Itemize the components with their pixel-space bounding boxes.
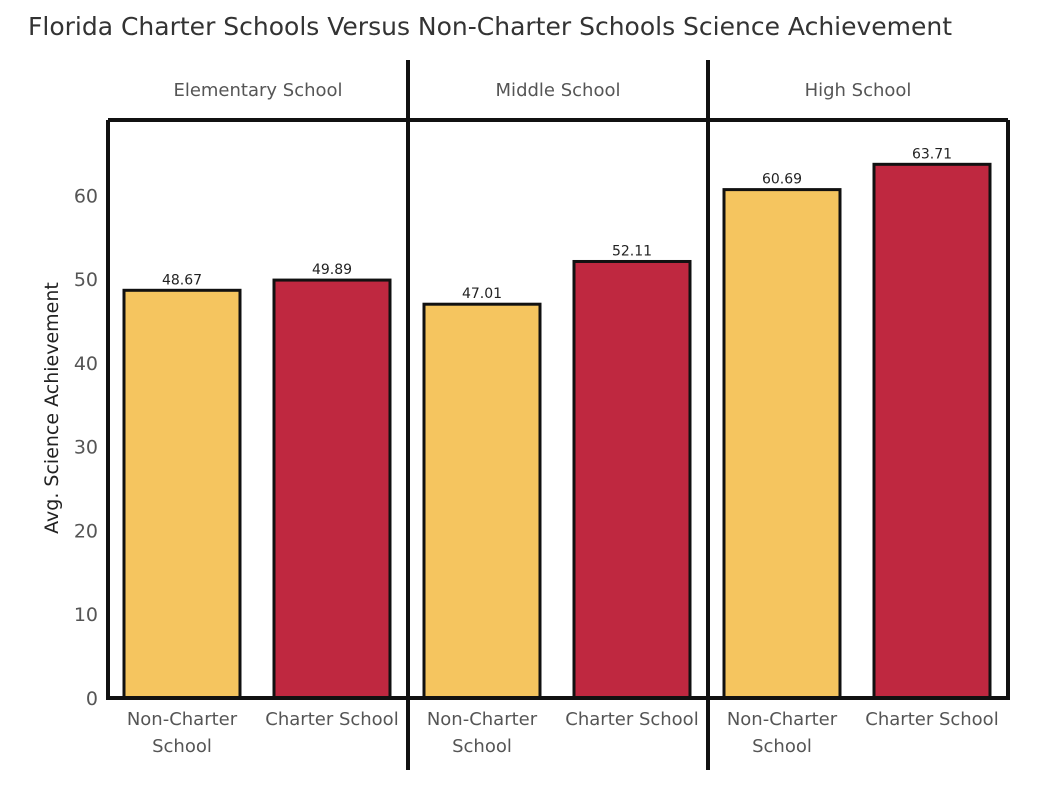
category-label: Non-Charter School [427, 709, 538, 757]
panel-header: High School [805, 80, 912, 101]
bars [122, 162, 992, 700]
y-axis-label: Avg. Science Achievement [41, 282, 63, 534]
plot-frame [106, 60, 1010, 770]
bar [722, 188, 842, 700]
bar [122, 288, 242, 700]
y-tick-label: 10 [74, 604, 98, 626]
data-label: 52.11 [612, 243, 652, 259]
y-tick-labels: 0 10 20 30 40 50 60 [74, 185, 98, 710]
category-label: Charter School [265, 709, 398, 730]
panel-headers: Elementary School Middle School High Schoo… [173, 80, 911, 101]
category-label: Non-Charter School [127, 709, 238, 757]
category-labels: Non-Charter School Charter School Non-Chart… [127, 709, 999, 757]
data-labels: 48.67 49.89 47.01 52.11 60.69 63.71 [162, 146, 952, 302]
y-tick-label: 20 [74, 520, 98, 542]
y-tick-label: 60 [74, 185, 98, 207]
category-label: Non-Charter School [727, 709, 838, 757]
y-tick-label: 40 [74, 353, 98, 375]
category-label: Charter School [865, 709, 998, 730]
y-tick-label: 0 [86, 688, 98, 710]
bar [272, 278, 392, 700]
panel-header: Elementary School [173, 80, 342, 101]
data-label: 63.71 [912, 146, 952, 162]
y-tick-label: 50 [74, 269, 98, 291]
panel-header: Middle School [496, 80, 621, 101]
y-tick-label: 30 [74, 437, 98, 459]
data-label: 48.67 [162, 272, 202, 288]
data-label: 49.89 [312, 262, 352, 278]
bar [872, 162, 992, 700]
bar [572, 259, 692, 700]
data-label: 60.69 [762, 172, 802, 188]
chart-title: Florida Charter Schools Versus Non-Chart… [28, 12, 953, 41]
bar [422, 302, 542, 700]
data-label: 47.01 [462, 286, 502, 302]
category-label: Charter School [565, 709, 698, 730]
